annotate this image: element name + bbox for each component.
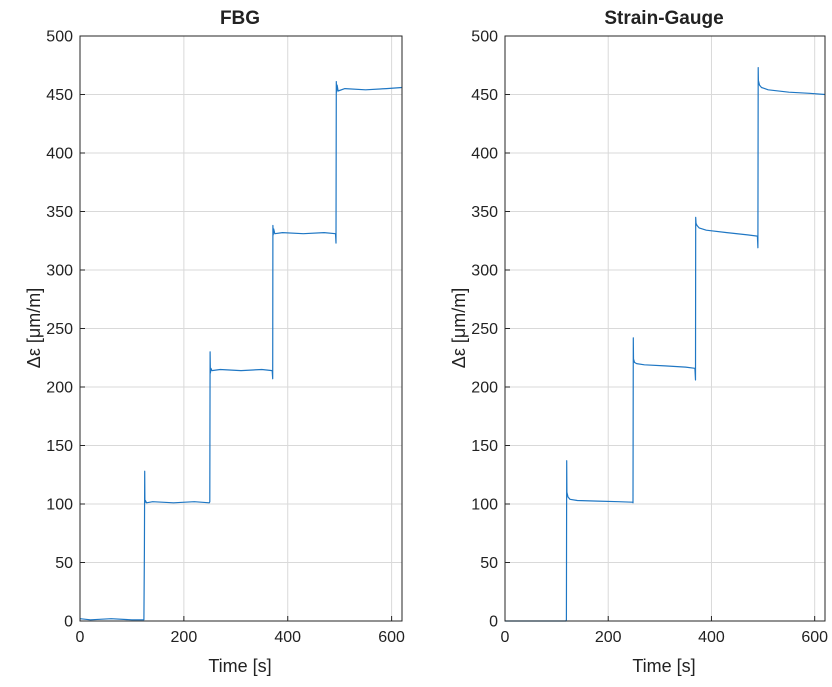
- x-tick-label: 400: [698, 629, 725, 646]
- y-tick-label: 250: [46, 321, 73, 338]
- y-axis-label: Δε [μm/m]: [449, 288, 469, 368]
- x-tick-label: 0: [501, 629, 510, 646]
- x-tick-label: 0: [76, 629, 85, 646]
- y-tick-label: 350: [46, 204, 73, 221]
- y-tick-label: 50: [480, 555, 498, 572]
- y-tick-label: 350: [471, 204, 498, 221]
- y-tick-label: 100: [46, 497, 73, 514]
- x-tick-label: 600: [801, 629, 828, 646]
- y-tick-label: 450: [471, 87, 498, 104]
- y-tick-label: 300: [471, 263, 498, 280]
- y-tick-label: 450: [46, 87, 73, 104]
- x-tick-label: 200: [171, 629, 198, 646]
- y-tick-label: 150: [46, 438, 73, 455]
- y-tick-label: 500: [46, 29, 73, 46]
- y-tick-label: 400: [471, 146, 498, 163]
- y-tick-label: 250: [471, 321, 498, 338]
- x-axis-label: Time [s]: [632, 656, 695, 676]
- y-tick-label: 150: [471, 438, 498, 455]
- y-tick-label: 100: [471, 497, 498, 514]
- x-tick-label: 600: [378, 629, 405, 646]
- y-tick-label: 200: [46, 380, 73, 397]
- y-tick-label: 0: [489, 614, 498, 631]
- series-line: [505, 67, 826, 622]
- y-tick-label: 300: [46, 263, 73, 280]
- y-tick-label: 500: [471, 29, 498, 46]
- x-tick-label: 200: [595, 629, 622, 646]
- x-axis-label: Time [s]: [208, 656, 271, 676]
- series-line: [79, 81, 403, 621]
- chart-title: FBG: [220, 8, 260, 29]
- chart-panel-strain-gauge: Strain-Gauge Time [s] Δε [μm/m] 0 200 400 6…: [449, 8, 828, 676]
- y-tick-label: 0: [64, 614, 73, 631]
- y-tick-label: 400: [46, 146, 73, 163]
- chart-panel-fbg: FBG Time [s] Δε [μm/m] 0 200 400 600 0 50 100 1…: [24, 8, 405, 676]
- y-tick-label: 50: [55, 555, 73, 572]
- y-tick-label: 200: [471, 380, 498, 397]
- chart-title: Strain-Gauge: [604, 8, 723, 29]
- y-axis-label: Δε [μm/m]: [24, 288, 44, 368]
- x-tick-label: 400: [274, 629, 301, 646]
